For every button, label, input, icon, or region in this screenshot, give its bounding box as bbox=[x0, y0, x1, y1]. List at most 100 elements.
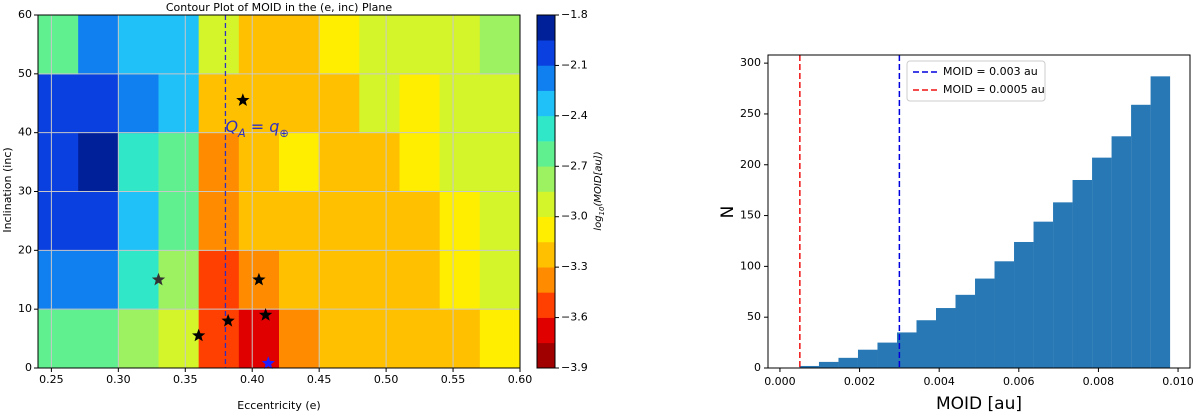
contour-cell bbox=[439, 15, 481, 75]
contour-cell bbox=[78, 15, 119, 75]
plot-frame bbox=[767, 54, 1191, 369]
contour-cell bbox=[359, 15, 400, 75]
colorbar-tick-label: −2.7 bbox=[561, 159, 588, 172]
y-tick-label: 200 bbox=[740, 158, 761, 171]
colorbar-band bbox=[537, 15, 555, 41]
y-tick-label: 150 bbox=[740, 209, 761, 222]
x-tick-label: 0.40 bbox=[240, 373, 265, 386]
contour-cell bbox=[198, 15, 240, 75]
contour-cell bbox=[118, 132, 159, 192]
y-tick-label: 30 bbox=[18, 185, 32, 198]
histogram-bar bbox=[1072, 179, 1093, 368]
histogram-bar bbox=[955, 294, 976, 368]
histogram-bar bbox=[1033, 221, 1054, 368]
contour-cell bbox=[118, 191, 159, 251]
histogram-bar bbox=[857, 349, 878, 368]
x-tick-label: 0.60 bbox=[508, 373, 533, 386]
colorbar-band bbox=[537, 241, 555, 268]
contour-cell bbox=[319, 250, 360, 310]
histogram-bar bbox=[1150, 76, 1171, 368]
star-marker bbox=[221, 313, 235, 327]
contour-cell bbox=[479, 250, 521, 310]
colorbar-tick-label: −3.3 bbox=[561, 260, 588, 273]
x-tick-label: 0.004 bbox=[923, 375, 955, 388]
contour-cell bbox=[279, 309, 320, 369]
contour-cell bbox=[439, 132, 481, 192]
contour-cell bbox=[118, 15, 159, 75]
text-part: 10 bbox=[598, 206, 606, 215]
histogram-bar bbox=[838, 357, 858, 368]
histogram-bar bbox=[1092, 157, 1112, 368]
contour-cell bbox=[158, 73, 200, 134]
legend-label: MOID = 0.003 au bbox=[943, 65, 1038, 78]
contour-cell bbox=[38, 309, 79, 369]
annotation: QA = q⊕ bbox=[225, 116, 288, 139]
y-tick-label: 0 bbox=[754, 361, 761, 374]
contour-cell bbox=[279, 250, 320, 310]
y-tick-label: 50 bbox=[18, 67, 32, 80]
histogram-bar bbox=[877, 342, 897, 368]
y-tick-label: 20 bbox=[18, 243, 32, 256]
contour-cell bbox=[78, 309, 119, 369]
colorbar-band bbox=[537, 65, 555, 91]
x-tick-label: 0.45 bbox=[307, 373, 332, 386]
contour-cell bbox=[118, 73, 159, 134]
star-marker bbox=[151, 272, 166, 286]
contour-cell bbox=[399, 15, 441, 75]
legend-box bbox=[906, 60, 1046, 102]
contour-cell bbox=[359, 73, 400, 134]
x-tick-label: 0.010 bbox=[1162, 375, 1194, 388]
histogram-bar bbox=[1111, 136, 1132, 368]
contour-cell bbox=[38, 250, 79, 310]
colorbar-tick-label: −2.1 bbox=[561, 58, 588, 71]
contour-cell bbox=[118, 250, 159, 310]
y-tick-label: 60 bbox=[18, 8, 32, 21]
contour-cell bbox=[238, 15, 280, 75]
x-tick-label: 0.006 bbox=[1003, 375, 1035, 388]
colorbar-band bbox=[537, 191, 555, 218]
colorbar-band bbox=[537, 141, 555, 167]
star-marker bbox=[258, 308, 273, 321]
y-tick-label: 10 bbox=[18, 302, 32, 315]
histogram-bar bbox=[916, 320, 937, 368]
contour-cell bbox=[158, 309, 200, 369]
contour-cell bbox=[38, 15, 79, 75]
contour-cell bbox=[359, 250, 400, 310]
contour-cell bbox=[238, 309, 280, 369]
colorbar-band bbox=[537, 342, 555, 369]
contour-cell bbox=[279, 191, 320, 251]
contour-cell bbox=[158, 250, 200, 310]
contour-cell bbox=[78, 73, 119, 134]
colorbar-tick-label: −3.6 bbox=[561, 311, 588, 324]
colorbar-tick-label: −3.9 bbox=[561, 361, 588, 374]
contour-cell bbox=[399, 191, 441, 251]
legend-label: MOID = 0.0005 au bbox=[943, 83, 1045, 96]
contour-cell bbox=[359, 132, 400, 192]
colorbar-band bbox=[537, 216, 555, 243]
y-tick-label: 40 bbox=[18, 126, 32, 139]
contour-cell bbox=[479, 191, 521, 251]
text-part: log bbox=[593, 215, 604, 230]
y-tick-label: 100 bbox=[740, 259, 761, 272]
x-axis-label: MOID [au] bbox=[936, 394, 1022, 414]
chart-title: Contour Plot of MOID in the (e, inc) Pla… bbox=[166, 1, 392, 14]
x-tick-label: 0.002 bbox=[844, 375, 876, 388]
contour-cell bbox=[198, 73, 240, 134]
contour-cell bbox=[279, 15, 320, 75]
contour-cell bbox=[319, 132, 360, 192]
colorbar-band bbox=[537, 166, 555, 192]
histogram-bar bbox=[1053, 202, 1073, 368]
plot-frame bbox=[37, 14, 521, 369]
contour-cell bbox=[399, 73, 441, 134]
text-part: = q bbox=[246, 116, 280, 135]
contour-cell bbox=[439, 250, 481, 310]
text-part: (MOID[au]) bbox=[593, 151, 604, 206]
y-tick-label: 300 bbox=[740, 56, 761, 69]
histogram-bar bbox=[936, 308, 956, 368]
text-part: Q bbox=[225, 116, 238, 135]
colorbar-band bbox=[537, 115, 555, 142]
contour-cell bbox=[359, 309, 400, 369]
colorbar-band bbox=[537, 292, 555, 318]
contour-cell bbox=[198, 132, 240, 192]
y-axis-label: Inclination (inc) bbox=[1, 147, 14, 232]
